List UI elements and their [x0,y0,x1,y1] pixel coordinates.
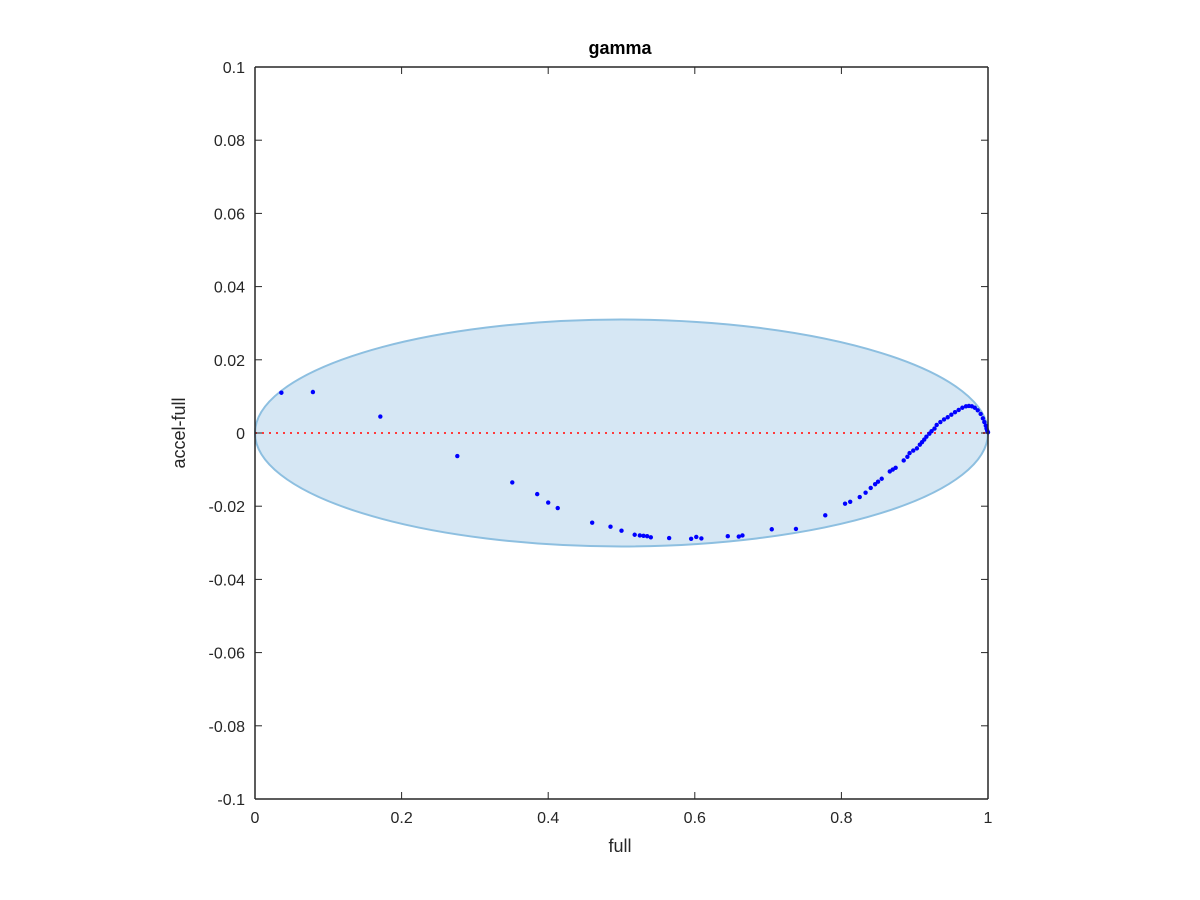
x-tick-label: 1 [984,810,993,827]
data-point [736,534,741,539]
data-point [907,450,912,456]
data-point [310,389,316,395]
y-tick-label: 0.08 [214,133,245,150]
y-tick-label: -0.04 [209,572,246,589]
data-point [893,465,898,470]
data-point [914,446,920,451]
x-axis-ticks: 0 0.2 0.4 0.6 0.8 1 [251,67,993,827]
data-point [863,490,868,495]
data-point [857,494,862,500]
data-point [941,417,947,422]
x-tick-label: 0.6 [684,810,706,827]
data-point [378,414,383,419]
data-point [949,412,954,417]
data-point [688,536,694,541]
data-point [725,534,730,539]
data-point [641,533,646,539]
y-tick-label: 0 [236,426,245,443]
data-point [637,533,643,538]
data-point [793,526,799,532]
data-point [868,485,873,491]
data-point [648,535,654,540]
data-point [960,405,965,410]
data-point [879,476,884,481]
y-tick-label: 0.02 [214,353,245,370]
data-point [644,534,650,539]
data-point [924,434,929,439]
data-point [901,458,906,463]
data-point [740,533,745,538]
data-point [769,527,774,532]
x-tick-label: 0.8 [830,810,852,827]
x-tick-label: 0.4 [537,810,559,827]
data-point [632,532,637,537]
data-point [823,513,828,518]
data-point [872,482,878,487]
data-point [975,408,980,413]
chart-title: gamma [588,38,652,58]
data-point [279,390,284,395]
data-point [911,448,916,453]
data-point [978,411,983,417]
data-point [945,415,950,420]
data-point [555,505,560,511]
data-point [934,422,939,428]
data-point [619,528,624,533]
data-point [932,426,937,431]
data-point [956,407,961,413]
data-point [980,416,986,421]
data-point [546,500,551,505]
data-point [535,491,540,497]
data-point [842,501,848,506]
data-points-layer [279,389,991,541]
data-point [982,419,987,425]
y-tick-label: -0.1 [217,792,245,809]
data-point [510,480,515,485]
x-axis-label: full [608,836,631,856]
data-point [666,535,672,541]
y-axis-label: accel-full [169,397,189,468]
data-point [905,454,910,459]
y-tick-label: -0.06 [209,646,246,663]
data-point [608,524,613,529]
data-point [938,419,943,425]
data-point [972,405,978,410]
data-point [952,409,958,415]
data-point [875,479,881,484]
data-point [455,453,460,459]
x-tick-label: 0 [251,810,260,827]
x-tick-label: 0.2 [390,810,412,827]
data-point [929,428,934,434]
data-point [847,499,853,505]
y-tick-label: -0.02 [209,499,246,516]
y-axis-ticks: -0.1 -0.08 -0.06 -0.04 -0.02 0 0.02 0.04 0.06 0.0… [209,60,988,809]
y-tick-label: 0.06 [214,206,245,223]
y-tick-label: -0.08 [209,719,246,736]
data-point [589,520,595,525]
data-point [699,536,704,541]
data-point [694,534,699,540]
y-tick-label: 0.04 [214,280,245,297]
y-tick-label: 0.1 [223,60,245,77]
